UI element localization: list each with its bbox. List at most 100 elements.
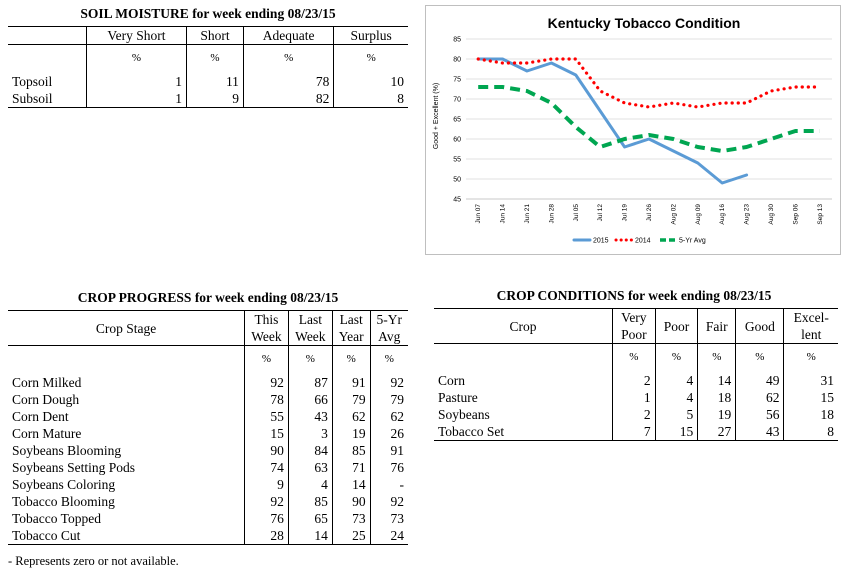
cell: 10 bbox=[333, 73, 408, 90]
row-label: Corn Mature bbox=[12, 426, 82, 441]
y-tick-label: 45 bbox=[453, 197, 461, 204]
cell: 15 bbox=[244, 425, 289, 442]
cell: 4 bbox=[654, 372, 698, 389]
cell: 62 bbox=[331, 408, 371, 425]
x-tick-label: Sep 13 bbox=[817, 204, 824, 225]
header-line: This bbox=[254, 312, 279, 327]
cell: 25 bbox=[331, 527, 371, 545]
row-label: Tobacco Set bbox=[438, 424, 505, 439]
conditions-header-cell: Good bbox=[735, 308, 784, 344]
chart-title: Kentucky Tobacco Condition bbox=[548, 15, 741, 31]
cell: 73 bbox=[369, 510, 408, 527]
cell: 18 bbox=[697, 389, 736, 406]
cell: 56 bbox=[735, 406, 784, 423]
x-tick-label: Sep 06 bbox=[792, 204, 799, 225]
cell: 73 bbox=[331, 510, 371, 527]
cell: 19 bbox=[697, 406, 736, 423]
unit-label: % bbox=[185, 44, 244, 73]
cell: 84 bbox=[287, 442, 333, 459]
soil-header-surplus: Surplus bbox=[333, 26, 408, 45]
cell: 15 bbox=[654, 423, 698, 441]
table-row: Pasture 1 4 18 62 15 bbox=[434, 389, 838, 406]
row-label: Corn Milked bbox=[12, 375, 82, 390]
cell: 65 bbox=[287, 510, 333, 527]
cell: 85 bbox=[331, 442, 371, 459]
cell: 4 bbox=[654, 389, 698, 406]
cell: 43 bbox=[287, 408, 333, 425]
header-line: lent bbox=[801, 327, 822, 342]
cell: 28 bbox=[244, 527, 289, 545]
cell: 66 bbox=[287, 391, 333, 408]
header-line: Fair bbox=[705, 318, 728, 334]
x-tick-label: Jul 26 bbox=[646, 204, 653, 222]
table-row: Topsoil 1 11 78 10 bbox=[8, 73, 408, 90]
header-line: Good bbox=[744, 318, 775, 334]
unit-label: % bbox=[244, 345, 289, 374]
cell: 55 bbox=[244, 408, 289, 425]
series-line-1 bbox=[476, 57, 822, 109]
x-tick-label: Jul 12 bbox=[597, 204, 604, 222]
row-label: Corn bbox=[438, 373, 465, 388]
cell: 76 bbox=[369, 459, 408, 476]
header-line: Avg bbox=[378, 329, 401, 344]
cell: 76 bbox=[244, 510, 289, 527]
cell: 8 bbox=[783, 423, 838, 441]
x-tick-label: Jun 21 bbox=[524, 204, 531, 224]
table-row: Tobacco Topped 76 65 73 73 bbox=[8, 510, 408, 527]
conditions-header-cell: Fair bbox=[697, 308, 736, 344]
legend-label: 2015 bbox=[593, 238, 609, 245]
tobacco-condition-chart: Kentucky Tobacco Condition Good + Excell… bbox=[425, 5, 841, 255]
y-tick-label: 85 bbox=[453, 37, 461, 44]
header-line: Week bbox=[295, 329, 326, 344]
table-row: Soybeans 2 5 19 56 18 bbox=[434, 406, 838, 423]
row-label: Corn Dent bbox=[12, 409, 69, 424]
conditions-unit-row: %%%%% bbox=[434, 343, 838, 372]
soil-unit-row: % % % % bbox=[8, 44, 408, 73]
cell: 14 bbox=[697, 372, 736, 389]
progress-header-cell: This Week bbox=[244, 310, 289, 346]
conditions-header-cell: Poor bbox=[654, 308, 698, 344]
cell: 2 bbox=[612, 406, 656, 423]
table-row: Corn Mature 15 3 19 26 bbox=[8, 425, 408, 442]
table-row: Tobacco Set 7 15 27 43 8 bbox=[434, 423, 838, 441]
crop-conditions-title: CROP CONDITIONS for week ending 08/23/15 bbox=[496, 288, 772, 303]
unit-label: % bbox=[612, 343, 656, 372]
x-tick-label: Aug 30 bbox=[768, 204, 775, 225]
progress-header-row: Crop Stage This Week Last Week Last Year 5-Yr Av… bbox=[8, 310, 408, 346]
unit-label: % bbox=[331, 345, 371, 374]
row-label: Tobacco Topped bbox=[12, 511, 101, 526]
table-row: Subsoil 1 9 82 8 bbox=[8, 90, 408, 108]
cell: 92 bbox=[369, 374, 408, 391]
header-line: Very bbox=[621, 310, 647, 325]
cell: 4 bbox=[287, 476, 333, 493]
y-tick-label: 80 bbox=[453, 57, 461, 64]
progress-header-cell: 5-Yr Avg bbox=[369, 310, 408, 346]
cell: 91 bbox=[369, 442, 408, 459]
unit-label: % bbox=[369, 345, 408, 374]
cell: 9 bbox=[185, 90, 244, 108]
row-label: Soybeans Setting Pods bbox=[12, 460, 136, 475]
row-label: Soybeans Coloring bbox=[12, 477, 116, 492]
x-tick-label: Jun 14 bbox=[500, 204, 507, 224]
chart-svg: Kentucky Tobacco Condition Good + Excell… bbox=[433, 15, 832, 245]
cell: 3 bbox=[287, 425, 333, 442]
header-line: Week bbox=[251, 329, 282, 344]
row-label: Tobacco Cut bbox=[12, 528, 81, 543]
cell: 26 bbox=[369, 425, 408, 442]
soil-header-row: Very Short Short Adequate Surplus bbox=[8, 26, 408, 45]
spacer-cell bbox=[8, 346, 245, 375]
table-row: Soybeans Blooming 90 84 85 91 bbox=[8, 442, 408, 459]
cell: 79 bbox=[331, 391, 371, 408]
cell: 9 bbox=[244, 476, 289, 493]
cell: 31 bbox=[783, 372, 838, 389]
conditions-header-cell: Very Poor bbox=[612, 308, 656, 344]
cell: 27 bbox=[697, 423, 736, 441]
cell: 87 bbox=[287, 374, 333, 391]
y-tick-label: 75 bbox=[453, 77, 461, 84]
cell: 43 bbox=[735, 423, 784, 441]
unit-label: % bbox=[242, 44, 334, 73]
cell: 90 bbox=[331, 493, 371, 510]
header-line: Excel- bbox=[793, 310, 829, 325]
cell: 2 bbox=[612, 372, 656, 389]
table-row: Corn Dough 78 66 79 79 bbox=[8, 391, 408, 408]
